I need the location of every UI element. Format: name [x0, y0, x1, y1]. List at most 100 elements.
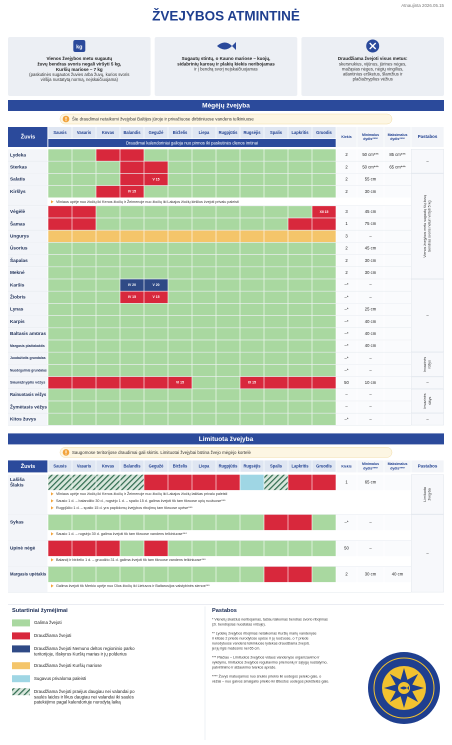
icon-bag: [73, 40, 86, 52]
remark-text: bendras svoris neturi viršyti 5 kg: [428, 201, 432, 252]
header-cell: [411, 127, 444, 147]
remark-line: **** Žuvys matuojamos nuo snukio priekio…: [212, 673, 321, 678]
value-min: 55 cm: [365, 177, 377, 182]
month-cell: [120, 185, 144, 198]
fish-name: Vėgėlė: [10, 209, 26, 214]
value-cell: [384, 474, 411, 491]
fish-cell: [8, 230, 48, 243]
header-month: [288, 127, 312, 139]
month-cell: [216, 218, 240, 230]
remark-cell: [411, 514, 444, 593]
value-min: 40 cm: [365, 319, 377, 324]
value-cell: [384, 149, 411, 161]
month-cell: [288, 413, 312, 426]
month-cell: [120, 540, 144, 557]
month-cell: [264, 566, 288, 583]
month-cell: [264, 218, 288, 230]
month-cell: [48, 161, 72, 174]
value-qty: –*: [345, 331, 349, 336]
fish-name: Nuodėgulinis grundalas: [10, 368, 47, 372]
month-cell: [96, 267, 120, 279]
month-cell: [48, 376, 72, 389]
header-cell: [336, 127, 357, 147]
fish-name: Karšis: [10, 282, 25, 287]
info-line: viršija nustatytą normą, neįskaičiuojama…: [41, 77, 119, 82]
row-note: Sausio 1 d. – balandžio 30 d., rugsėjo 1…: [56, 499, 226, 503]
header-month-label: Spalis: [270, 463, 283, 468]
month-cell: [48, 206, 72, 218]
month-cell: [144, 364, 168, 377]
month-cell: [144, 218, 168, 230]
value-cell: [357, 364, 384, 377]
month-cell: [216, 566, 240, 583]
value-qty: –*: [345, 282, 349, 287]
month-cell: [216, 315, 240, 328]
row-note: Rugpjūčio 1 d. – spalio 15 d. yra papild…: [56, 506, 193, 510]
value-max: 65 cm***: [389, 164, 406, 169]
remark-line: (žr. bendrąsias nuostatas viršuje).: [212, 622, 266, 626]
month-cell: [216, 401, 240, 413]
month-cell: [264, 540, 288, 557]
month-cell: [168, 566, 192, 583]
month-cell: [192, 291, 216, 304]
month-cell: [192, 413, 216, 426]
fish-name: Karpis: [10, 319, 25, 324]
month-cell: [264, 376, 288, 389]
header-month: [96, 460, 120, 472]
fish-name: Lydeka: [10, 152, 26, 157]
value-cell: [336, 376, 357, 389]
month-cell: [264, 514, 288, 531]
month-cell: [216, 376, 240, 389]
value-qty: 2: [345, 572, 348, 577]
month-cell: [240, 413, 264, 426]
month-cell: [96, 279, 120, 291]
section-note-text: Šie draudimai netaikomi žvejybai Baltijo…: [72, 116, 254, 121]
month-cell: [312, 173, 336, 186]
info-bold-line: Vienos žvejybos metu sugautų: [46, 56, 112, 61]
month-cell: [168, 173, 192, 186]
month-cell: [48, 173, 72, 186]
info-bold-line: Kuršių mariose – 7 kg: [56, 67, 103, 72]
fish-cell: [8, 185, 48, 206]
value-min: 30 cm: [365, 189, 377, 194]
fish-cell: [8, 242, 48, 255]
month-cell: [240, 340, 264, 352]
header-month: [168, 460, 192, 472]
month-cell: [312, 328, 336, 340]
month-cell: [72, 303, 96, 316]
header-month: [120, 460, 144, 472]
month-cell: [264, 328, 288, 340]
legend-swatch: [12, 688, 30, 696]
remark-cell: [411, 352, 444, 377]
header-fish: [8, 127, 48, 147]
value-cell: [357, 185, 384, 198]
value-qty: 2: [345, 164, 348, 169]
value-qty: –*: [345, 520, 349, 525]
header-month-label: Rugsėjis: [243, 130, 261, 135]
month-cell: [48, 328, 72, 340]
month-cell: [240, 173, 264, 186]
month-cell: [264, 161, 288, 174]
info-line: (paskutinės sugautos žuvies arba žuvų, k…: [29, 72, 129, 77]
remark-text: –: [426, 380, 429, 385]
value-cell: [336, 315, 357, 328]
month-cell: [168, 161, 192, 174]
month-cell: [288, 149, 312, 161]
month-cell: [48, 352, 72, 365]
value-cell: [384, 161, 411, 174]
month-cell: [168, 291, 192, 304]
header-month-label: Vasaris: [77, 463, 92, 468]
month-cell: [168, 279, 192, 291]
fish-name: Žiobris: [10, 293, 26, 300]
badge-ring: [373, 657, 435, 719]
remark-cell: [411, 173, 444, 279]
remark-cell: [411, 474, 444, 515]
value-cell: [384, 413, 411, 426]
value-min: 10 cm: [365, 380, 377, 385]
month-cell: [312, 389, 336, 401]
fish-cell: [8, 413, 48, 426]
fish-cell: [8, 401, 48, 413]
value-min: 40 cm: [365, 331, 377, 336]
value-cell: [336, 279, 357, 291]
month-cell: [120, 401, 144, 413]
